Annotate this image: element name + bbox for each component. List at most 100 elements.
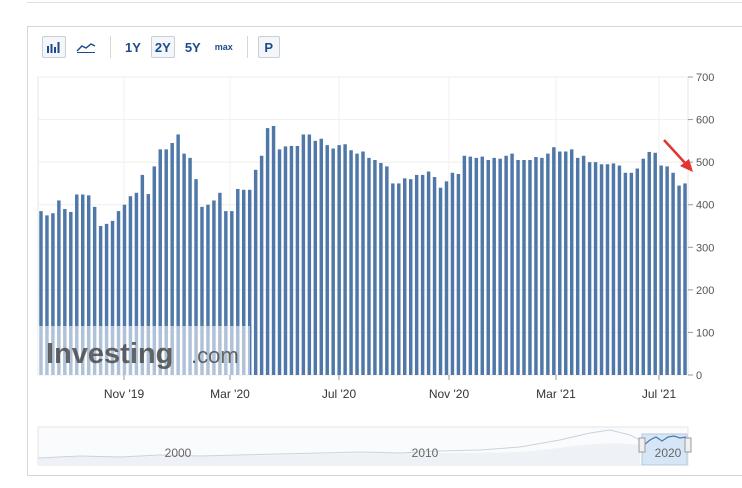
bar[interactable] xyxy=(403,178,407,375)
print-button[interactable]: P xyxy=(257,36,280,58)
bar[interactable] xyxy=(349,150,353,375)
bar[interactable] xyxy=(468,156,473,375)
bar[interactable] xyxy=(498,158,502,375)
bar[interactable] xyxy=(265,128,270,375)
bar-chart-button[interactable] xyxy=(42,36,66,58)
bar[interactable] xyxy=(355,153,359,375)
bar[interactable] xyxy=(253,169,258,375)
bar[interactable] xyxy=(343,144,347,375)
bar[interactable] xyxy=(486,160,490,375)
bar[interactable] xyxy=(540,157,544,375)
line-chart-button[interactable] xyxy=(72,36,100,58)
bar[interactable] xyxy=(158,149,162,375)
range-max-button[interactable]: max xyxy=(214,42,233,52)
bar[interactable] xyxy=(289,145,294,375)
bar[interactable] xyxy=(593,162,598,375)
bar[interactable] xyxy=(218,192,222,375)
bar[interactable] xyxy=(307,134,312,375)
bar[interactable] xyxy=(665,166,669,375)
navigator[interactable]: 2000 2010 2020 xyxy=(37,426,692,466)
bar[interactable] xyxy=(98,226,103,375)
bar[interactable] xyxy=(677,185,681,375)
bar[interactable] xyxy=(361,151,365,376)
bar[interactable] xyxy=(480,156,484,375)
bar[interactable] xyxy=(367,157,371,375)
bar[interactable] xyxy=(164,149,168,375)
bar[interactable] xyxy=(134,192,139,375)
bar[interactable] xyxy=(110,220,115,375)
bar[interactable] xyxy=(188,157,192,375)
bar[interactable] xyxy=(206,204,210,375)
bar[interactable] xyxy=(438,187,443,375)
bar[interactable] xyxy=(313,140,318,375)
bar[interactable] xyxy=(283,146,288,375)
bar[interactable] xyxy=(522,160,526,375)
bar[interactable] xyxy=(414,174,419,375)
bar[interactable] xyxy=(69,211,73,375)
bar[interactable] xyxy=(337,145,341,375)
bar[interactable] xyxy=(51,213,55,375)
range-2y-button[interactable]: 2Y xyxy=(150,36,175,58)
bar[interactable] xyxy=(39,211,43,375)
bar[interactable] xyxy=(635,168,640,375)
bar[interactable] xyxy=(581,155,586,375)
bar[interactable] xyxy=(450,172,455,375)
bar[interactable] xyxy=(653,152,657,375)
bar[interactable] xyxy=(397,183,401,375)
bar[interactable] xyxy=(587,162,592,375)
bar[interactable] xyxy=(546,153,550,375)
bar[interactable] xyxy=(605,164,610,375)
bar[interactable] xyxy=(510,153,514,375)
range-5y-button[interactable]: 5Y xyxy=(184,39,201,55)
bar[interactable] xyxy=(516,160,520,375)
bar[interactable] xyxy=(420,174,425,375)
bar[interactable] xyxy=(456,174,461,375)
bar[interactable] xyxy=(528,160,532,375)
bar[interactable] xyxy=(236,188,240,375)
bar[interactable] xyxy=(259,155,264,375)
bar[interactable] xyxy=(140,174,145,375)
bar[interactable] xyxy=(444,181,449,375)
bar[interactable] xyxy=(331,148,335,375)
bar[interactable] xyxy=(45,215,49,375)
bar[interactable] xyxy=(176,134,180,375)
bar[interactable] xyxy=(492,157,496,375)
bar[interactable] xyxy=(224,211,228,375)
bar[interactable] xyxy=(301,134,306,375)
bar[interactable] xyxy=(432,177,437,375)
bar[interactable] xyxy=(575,157,580,375)
bar[interactable] xyxy=(373,160,377,375)
bar[interactable] xyxy=(86,195,91,375)
bar[interactable] xyxy=(379,162,383,375)
bar[interactable] xyxy=(564,151,568,376)
bar[interactable] xyxy=(617,165,622,375)
bar[interactable] xyxy=(128,196,133,375)
bar[interactable] xyxy=(81,194,85,376)
bar[interactable] xyxy=(277,149,282,375)
bar[interactable] xyxy=(659,165,663,375)
bar[interactable] xyxy=(647,151,651,375)
bar[interactable] xyxy=(474,157,479,375)
bar[interactable] xyxy=(194,179,198,375)
bar[interactable] xyxy=(683,183,687,375)
bar[interactable] xyxy=(611,163,616,375)
bar[interactable] xyxy=(671,172,675,375)
bar[interactable] xyxy=(558,151,562,376)
bar[interactable] xyxy=(391,183,395,375)
range-1y-button[interactable]: 1Y xyxy=(125,39,141,55)
bar[interactable] xyxy=(295,145,300,375)
bar[interactable] xyxy=(170,142,174,375)
bar[interactable] xyxy=(319,138,323,375)
bar[interactable] xyxy=(212,200,216,375)
bar[interactable] xyxy=(552,147,556,375)
bar[interactable] xyxy=(122,204,127,375)
bar[interactable] xyxy=(146,194,151,375)
bar[interactable] xyxy=(230,211,234,375)
bar[interactable] xyxy=(57,200,61,375)
bar[interactable] xyxy=(104,223,109,375)
bar[interactable] xyxy=(385,166,389,375)
bar[interactable] xyxy=(92,206,97,375)
bar[interactable] xyxy=(200,206,204,375)
bar[interactable] xyxy=(242,189,246,375)
bar[interactable] xyxy=(75,194,79,376)
